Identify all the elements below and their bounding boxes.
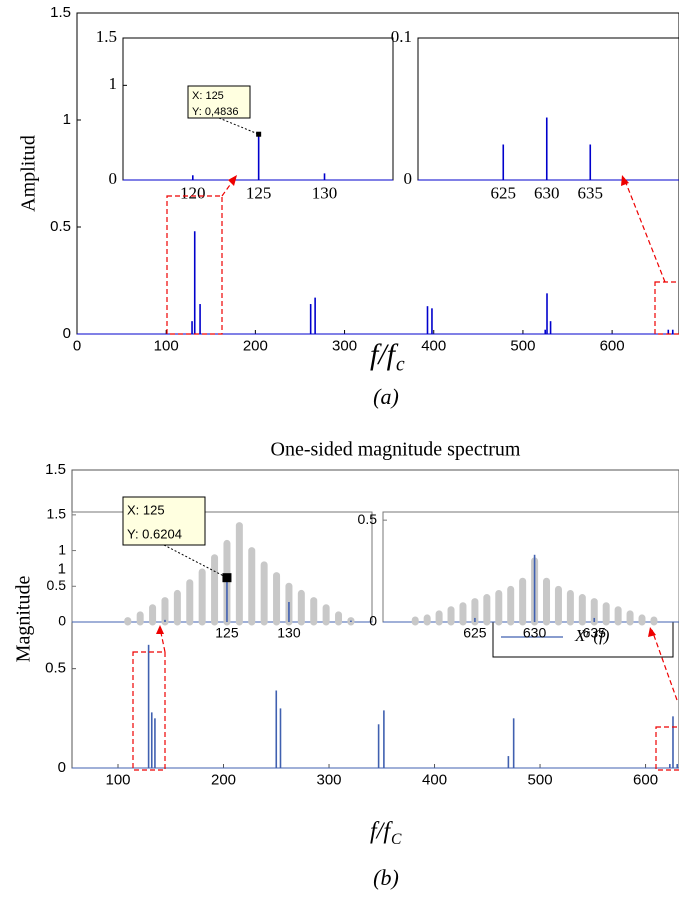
y-tick-label: 0.5 — [358, 511, 378, 527]
x-tick-label: 400 — [422, 772, 447, 789]
x-tick-label: 125 — [215, 625, 239, 641]
x-tick-label: 300 — [317, 772, 342, 789]
arrow-heads — [156, 175, 656, 637]
arrow-head — [228, 175, 237, 186]
y-tick-label: 1 — [109, 74, 118, 93]
plot-area — [417, 37, 679, 181]
y-tick-label: 0.5 — [47, 577, 67, 593]
y-axis-label: Amplitud — [18, 135, 40, 212]
x-tick-label: 125 — [246, 183, 272, 202]
y-tick-label: 0.1 — [391, 27, 412, 46]
datatip-text: Y: 0.6204 — [127, 526, 182, 541]
y-tick-label: 0 — [109, 169, 118, 188]
arrow-head — [648, 627, 656, 637]
x-tick-label: 625 — [463, 625, 487, 641]
arrow-head — [156, 625, 164, 634]
legend-label: Xʳ (f) — [574, 626, 610, 645]
y-tick-label: 0 — [58, 759, 66, 776]
chart: 0 0.1 625 630 635 — [391, 27, 679, 202]
x-tick-label: 130 — [277, 625, 301, 641]
zoom-box — [654, 281, 679, 335]
datatip-marker — [256, 131, 262, 137]
y-tick-label: 0.5 — [45, 660, 66, 677]
x-tick-label: 600 — [633, 772, 658, 789]
x-axis-label-subscript: c — [396, 354, 405, 375]
x-tick-label: 130 — [312, 183, 338, 202]
chart-title: One-sided magnitude spectrum — [271, 439, 521, 461]
x-axis-label: f/f — [370, 819, 393, 845]
arrow-head — [621, 175, 629, 186]
datatip-text: Y: 0,4836 — [192, 106, 239, 118]
zoom-box — [132, 651, 166, 771]
zoom-arrow — [623, 177, 666, 283]
datatip-text: X: 125 — [192, 90, 224, 102]
x-tick-label: 625 — [491, 183, 517, 202]
x-tick-label: 630 — [534, 183, 560, 202]
x-tick-label: 0 — [73, 338, 81, 355]
x-tick-label: 300 — [332, 338, 357, 355]
x-tick-label: 100 — [154, 338, 179, 355]
zoom-box — [655, 726, 679, 771]
y-axis-label: Magnitude — [13, 576, 35, 663]
x-axis-label: f/f — [370, 338, 399, 371]
y-tick-label: 1.5 — [45, 461, 66, 478]
x-tick-label: 100 — [105, 772, 130, 789]
zoom-markers — [132, 177, 679, 771]
y-tick-label: 0 — [369, 613, 377, 629]
x-tick-label: 200 — [211, 772, 236, 789]
zoom-box — [166, 195, 223, 335]
y-tick-label: 1.5 — [50, 4, 71, 21]
y-tick-label: 1 — [58, 560, 66, 577]
x-tick-label: 635 — [578, 183, 604, 202]
x-axis-label-subscript: C — [391, 831, 402, 848]
datatip-marker — [222, 573, 232, 583]
x-tick-label: 630 — [523, 625, 547, 641]
zoom-arrow — [651, 629, 678, 701]
caption: (b) — [373, 865, 399, 890]
y-tick-label: 0 — [404, 169, 413, 188]
y-tick-label: 1.5 — [47, 506, 67, 522]
x-tick-label: 500 — [528, 772, 553, 789]
datatip-text: X: 125 — [127, 502, 165, 517]
y-tick-label: 0.5 — [50, 218, 71, 235]
y-tick-label: 1 — [63, 111, 71, 128]
y-tick-label: 0 — [63, 325, 71, 342]
plot-area — [71, 511, 373, 623]
datatip-box — [187, 85, 251, 119]
y-tick-label: 1 — [58, 541, 66, 557]
datatip-box — [122, 496, 206, 546]
datatip-leader — [218, 117, 259, 135]
y-tick-label: 1.5 — [96, 27, 117, 46]
x-tick-label: 635 — [583, 625, 607, 641]
x-tick-label: 400 — [421, 338, 446, 355]
x-tick-label: 120 — [180, 183, 206, 202]
chart: 0 0.5 625 630 635 — [358, 511, 679, 641]
x-tick-label: 600 — [600, 338, 625, 355]
plot-area — [382, 511, 679, 623]
y-tick-label: 0 — [58, 613, 66, 629]
x-tick-label: 200 — [243, 338, 268, 355]
x-tick-label: 500 — [510, 338, 535, 355]
chart: 0 1 1.5 120 125 130 X: 125 Y: 0,4836 — [96, 27, 394, 202]
caption: (a) — [373, 384, 399, 409]
